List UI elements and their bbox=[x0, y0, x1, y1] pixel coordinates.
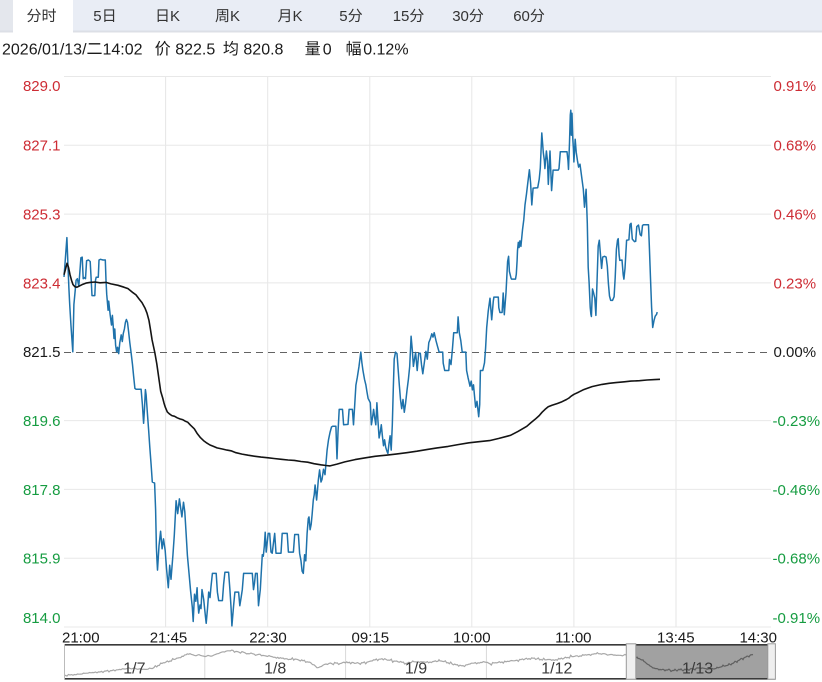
svg-text:5: 5 bbox=[339, 8, 347, 25]
svg-text:819.6: 819.6 bbox=[23, 413, 61, 430]
svg-text:2026/01/13/: 2026/01/13/ bbox=[2, 41, 87, 58]
svg-text:0.23%: 0.23% bbox=[774, 275, 817, 292]
svg-text:21:45: 21:45 bbox=[150, 630, 188, 647]
svg-text:5: 5 bbox=[93, 8, 101, 25]
svg-text:13:45: 13:45 bbox=[657, 630, 695, 647]
svg-text:0.00%: 0.00% bbox=[774, 344, 817, 361]
svg-text:14:30: 14:30 bbox=[739, 630, 777, 647]
svg-text:0.46%: 0.46% bbox=[774, 207, 817, 224]
svg-text:K: K bbox=[293, 8, 303, 25]
svg-text:1/9: 1/9 bbox=[405, 660, 427, 677]
svg-text:-0.68%: -0.68% bbox=[773, 551, 821, 568]
svg-text:1/13: 1/13 bbox=[682, 660, 713, 677]
svg-text:11:00: 11:00 bbox=[555, 630, 591, 647]
svg-text:K: K bbox=[170, 8, 180, 25]
svg-text:21:00: 21:00 bbox=[62, 630, 100, 647]
svg-text:09:15: 09:15 bbox=[352, 630, 390, 647]
svg-text:-0.23%: -0.23% bbox=[773, 413, 821, 430]
svg-text:829.0: 829.0 bbox=[23, 78, 61, 95]
svg-text:814.0: 814.0 bbox=[23, 610, 61, 627]
svg-text:0.12%: 0.12% bbox=[363, 41, 408, 58]
svg-text:817.8: 817.8 bbox=[23, 482, 61, 499]
svg-text:30: 30 bbox=[452, 8, 469, 25]
svg-text:60: 60 bbox=[513, 8, 530, 25]
svg-text:-0.91%: -0.91% bbox=[773, 610, 821, 627]
svg-text:-0.46%: -0.46% bbox=[773, 482, 821, 499]
svg-text:1/8: 1/8 bbox=[264, 660, 286, 677]
svg-text:1/12: 1/12 bbox=[541, 660, 572, 677]
svg-text:825.3: 825.3 bbox=[23, 207, 61, 224]
svg-text:K: K bbox=[230, 8, 240, 25]
svg-text:822.5: 822.5 bbox=[175, 41, 215, 58]
svg-text:1/7: 1/7 bbox=[123, 660, 145, 677]
svg-text:0: 0 bbox=[323, 41, 332, 58]
svg-text:10:00: 10:00 bbox=[453, 630, 491, 647]
svg-text:0.68%: 0.68% bbox=[774, 138, 817, 155]
svg-text:22:30: 22:30 bbox=[249, 630, 287, 647]
svg-text:827.1: 827.1 bbox=[23, 138, 61, 155]
svg-text:15: 15 bbox=[393, 8, 410, 25]
svg-text:815.9: 815.9 bbox=[23, 551, 61, 568]
svg-text:823.4: 823.4 bbox=[23, 275, 61, 292]
svg-text:821.5: 821.5 bbox=[23, 344, 61, 361]
svg-text:14:02: 14:02 bbox=[103, 41, 143, 58]
svg-text:820.8: 820.8 bbox=[243, 41, 283, 58]
svg-text:0.91%: 0.91% bbox=[774, 78, 817, 95]
